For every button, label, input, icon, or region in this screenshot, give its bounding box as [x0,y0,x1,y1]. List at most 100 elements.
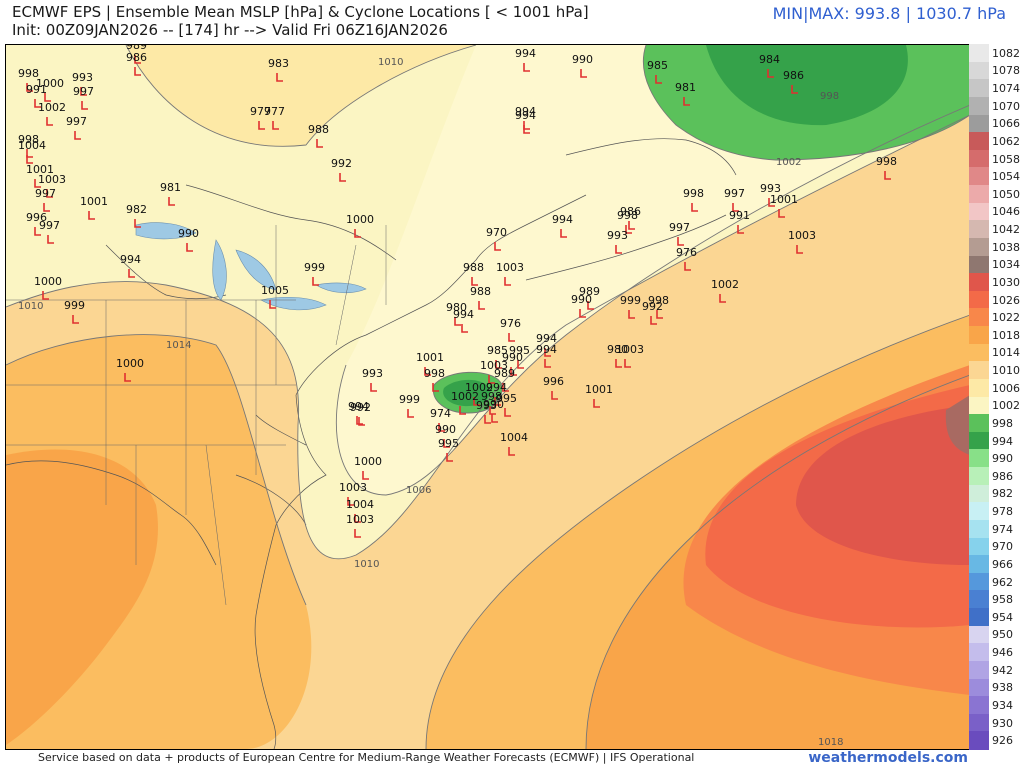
cyclone-pressure-label: 999 [620,294,641,307]
cyclone-marker [791,85,798,94]
cyclone-pressure-label: 1002 [711,278,739,291]
isobars [6,45,970,749]
isobar-label: 1018 [818,737,843,748]
cyclone-marker [124,373,131,382]
colorbar-label: 966 [992,557,1013,571]
colorbar-swatch [969,414,989,433]
cyclone-pressure-label: 992 [350,401,371,414]
colorbar-swatch [969,149,989,168]
colorbar-swatch [969,361,989,380]
cyclone-marker [26,83,33,92]
cyclone-pressure-label: 994 [515,105,536,118]
cyclone-pressure-label: 994 [515,109,536,122]
colorbar-swatch [969,237,989,256]
cyclone-pressure-label: 998 [876,155,897,168]
isobar-label: 1010 [18,301,43,312]
cyclone-pressure-label: 999 [399,393,420,406]
cyclone-pressure-label: 994 [515,47,536,60]
cyclone-pressure-label: 997 [73,85,94,98]
cyclone-marker [339,173,346,182]
colorbar-label: 1026 [992,293,1020,307]
colorbar-label: 1038 [992,240,1020,254]
cyclone-pressure-label: 985 [487,344,508,357]
cyclone-pressure-label: 1004 [500,431,528,444]
cyclone-pressure-label: 990 [502,351,523,364]
colorbar-label: 1042 [992,223,1020,237]
colorbar-label: 1030 [992,275,1020,289]
colorbar-swatch [969,202,989,221]
colorbar-label: 1034 [992,258,1020,272]
colorbar-label: 1062 [992,134,1020,148]
cyclone-pressure-label: 980 [446,301,467,314]
cyclone-marker [489,406,496,415]
colorbar-swatch [969,625,989,644]
fill-994-low [443,379,491,407]
cyclone-pressure-label: 989 [579,285,600,298]
cyclone-pressure-label: 996 [26,211,47,224]
coastlines [6,138,737,749]
colorbar-label: 930 [992,716,1013,730]
colorbar-label: 1066 [992,117,1020,131]
colorbar-label: 986 [992,469,1013,483]
cyclone-marker [354,514,361,523]
cyclone-pressure-label: 1004 [346,498,374,511]
cyclone-marker [432,383,439,392]
cyclone-marker [134,219,141,228]
colorbar-label: 978 [992,505,1013,519]
colorbar-label: 942 [992,663,1013,677]
cyclone-pressure-label: 993 [476,399,497,412]
colorbar-swatch [969,343,989,362]
colorbar-swatch [969,678,989,697]
cyclone-marker [276,73,283,82]
brand-link[interactable]: weathermodels.com [808,750,968,766]
cyclone-marker [796,245,803,254]
isobar-label: 1006 [406,485,431,496]
colorbar-swatch [969,185,989,204]
colorbar-swatch [969,96,989,115]
cyclone-pressure-label: 1005 [261,284,289,297]
colorbar-label: 962 [992,575,1013,589]
cyclone-marker [168,197,175,206]
cyclone-marker [80,87,87,96]
cyclone-pressure-label: 990 [178,227,199,240]
colorbar-label: 1058 [992,152,1020,166]
colorbar-swatch [969,273,989,292]
cyclone-marker [523,63,530,72]
cyclone-marker [624,359,631,368]
cyclone-pressure-label: 997 [35,187,56,200]
cyclone-marker [884,171,891,180]
colorbar-label: 974 [992,522,1013,536]
cyclone-pressure-label: 1000 [346,213,374,226]
cyclone-marker [495,360,502,369]
cyclone-marker [683,97,690,106]
colorbar-label: 926 [992,734,1013,748]
cyclone-pressure-label: 994 [536,343,557,356]
cyclone-pressure-label: 981 [675,81,696,94]
cyclone-pressure-label: 1000 [116,357,144,370]
cyclone-marker [370,383,377,392]
cyclone-pressure-label: 1000 [354,455,382,468]
colorbar-swatch [969,572,989,591]
isobar-label: 1010 [354,559,379,570]
cyclone-marker [42,291,49,300]
colorbar-swatch [969,220,989,239]
colorbar-swatch [969,519,989,538]
cyclone-marker [628,221,635,230]
isobar-label: 998 [820,91,839,102]
cyclone-marker [650,316,657,325]
isobar-label: 1002 [776,157,801,168]
cyclone-marker [128,269,135,278]
colorbar-label: 1022 [992,311,1020,325]
cyclone-pressure-label: 998 [18,133,39,146]
cyclone-pressure-label: 974 [430,407,451,420]
cyclone-pressure-label: 1001 [416,351,444,364]
colorbar-swatch [969,484,989,503]
cyclone-marker [258,121,265,130]
cyclone-marker [26,155,33,164]
isobar-labels: 1010 998 1002 1010 1014 1006 1010 1018 [18,57,843,748]
cyclone-pressure-label: 994 [486,381,507,394]
cyclone-marker [74,131,81,140]
cyclone-marker [46,189,53,198]
cyclone-marker [732,203,739,212]
